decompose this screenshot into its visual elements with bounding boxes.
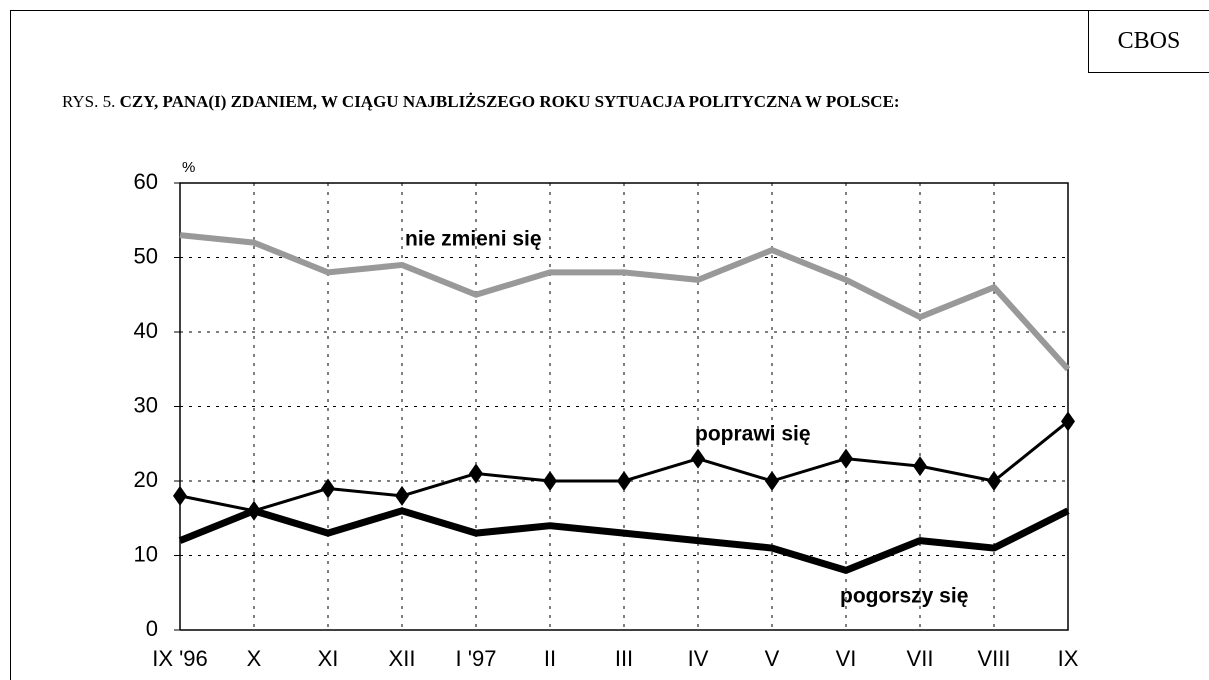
x-tick-label: IX bbox=[1058, 646, 1079, 671]
x-tick-label: I '97 bbox=[456, 646, 497, 671]
title-text: CZY, PANA(I) ZDANIEM, W CIĄGU NAJBLIŻSZE… bbox=[119, 92, 900, 111]
series-line bbox=[179, 232, 1071, 372]
marker bbox=[987, 471, 1001, 491]
chart-title: RYS. 5. CZY, PANA(I) ZDANIEM, W CIĄGU NA… bbox=[62, 86, 1107, 117]
series-line bbox=[179, 420, 1069, 513]
marker bbox=[1061, 411, 1075, 432]
x-tick-label: XII bbox=[389, 646, 416, 671]
x-tick-label: V bbox=[765, 646, 780, 671]
x-tick-label: III bbox=[615, 646, 633, 671]
marker bbox=[691, 448, 705, 469]
y-tick-label: 20 bbox=[134, 467, 158, 492]
series-label: pogorszy się bbox=[840, 585, 968, 608]
marker bbox=[839, 448, 853, 469]
x-tick-label: VII bbox=[907, 646, 934, 671]
y-tick-label: 0 bbox=[146, 616, 158, 641]
y-tick-label: 50 bbox=[134, 243, 158, 268]
marker bbox=[543, 471, 557, 491]
x-tick-label: II bbox=[544, 646, 556, 671]
series-label: nie zmieni się bbox=[405, 228, 542, 251]
x-tick-label: IX '96 bbox=[152, 646, 208, 671]
x-tick-label: IV bbox=[688, 646, 709, 671]
y-tick-label: 60 bbox=[134, 169, 158, 194]
x-tick-label: XI bbox=[318, 646, 339, 671]
marker bbox=[395, 485, 409, 506]
marker bbox=[469, 463, 483, 484]
marker bbox=[913, 456, 927, 477]
source-box: CBOS bbox=[1088, 10, 1209, 73]
series-label: poprawi się bbox=[695, 423, 811, 446]
marker bbox=[321, 478, 335, 499]
marker bbox=[173, 485, 187, 506]
marker bbox=[765, 471, 779, 491]
y-tick-label: 10 bbox=[134, 541, 158, 566]
y-unit: % bbox=[182, 159, 195, 176]
x-tick-label: VI bbox=[836, 646, 857, 671]
marker bbox=[617, 471, 631, 491]
y-tick-label: 40 bbox=[134, 318, 158, 343]
x-tick-label: VIII bbox=[977, 646, 1010, 671]
y-tick-label: 30 bbox=[134, 392, 158, 417]
plot-frame bbox=[179, 182, 1069, 631]
frame bbox=[10, 10, 1209, 680]
title-prefix: RYS. 5. bbox=[62, 92, 116, 111]
series-line bbox=[178, 507, 1070, 574]
x-tick-label: X bbox=[247, 646, 262, 671]
